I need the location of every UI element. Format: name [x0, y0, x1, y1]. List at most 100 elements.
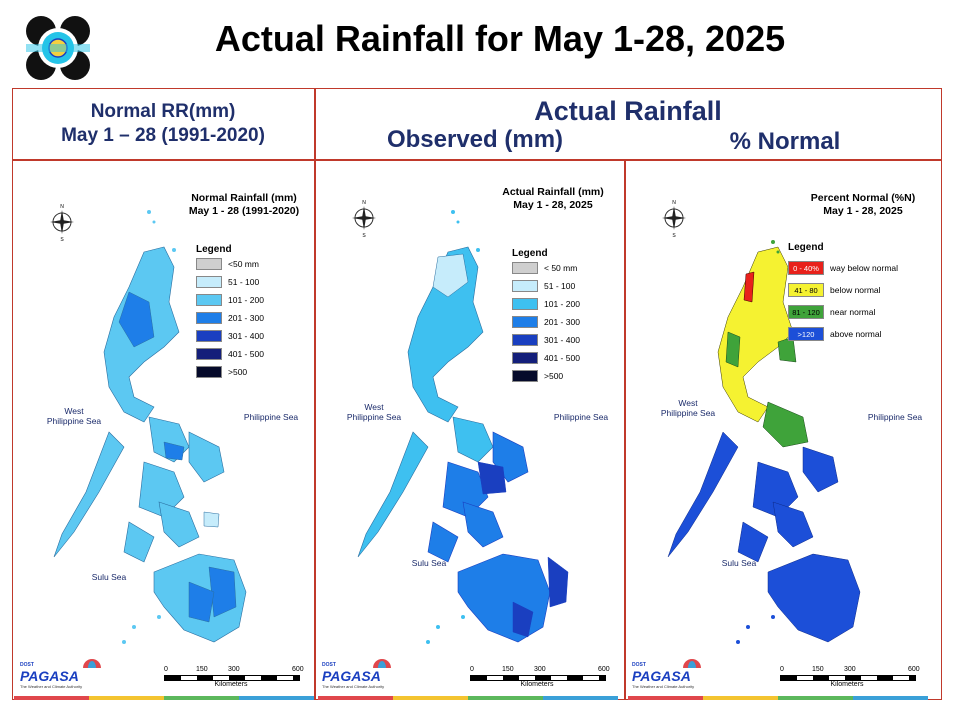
pagasa-footer-logo: DOST PAGASA The Weather and Climate Auth… — [632, 662, 712, 696]
strip-segment — [853, 696, 928, 700]
sea-label-line2: Philippine Sea — [660, 408, 716, 418]
svg-text:N: N — [60, 204, 64, 210]
strip-segment — [239, 696, 314, 700]
strip-segment — [468, 696, 543, 700]
scale-tick: 0 — [164, 666, 168, 673]
strip-segment — [89, 696, 164, 700]
panel-normal: N S Normal Rainfall (mm) May 1 - 28 (199… — [14, 162, 319, 700]
legend-label: 201 - 300 — [544, 317, 580, 327]
dost-label: DOST — [20, 662, 34, 668]
scale-tick: 600 — [598, 666, 610, 673]
normal-map-title-line2: May 1 - 28 (1991-2020) — [188, 205, 300, 217]
normal-rainfall-map — [53, 210, 247, 644]
legend-item: 51 - 100 — [196, 273, 264, 291]
dost-label: DOST — [322, 662, 336, 668]
legend-item: 201 - 300 — [196, 309, 264, 327]
svg-text:N: N — [672, 200, 676, 206]
footer-color-strip — [628, 696, 928, 700]
normal-map-title-line1: Normal Rainfall (mm) — [191, 192, 297, 204]
strip-segment — [393, 696, 468, 700]
legend-swatch — [512, 262, 538, 274]
normal-header: Normal RR(mm) May 1 – 28 (1991-2020) — [14, 100, 312, 148]
sea-label-line2: Philippine Sea — [46, 416, 102, 426]
divider-1 — [314, 88, 316, 700]
west-philippine-sea-label: West Philippine Sea — [344, 402, 404, 422]
scale-tick: 300 — [228, 666, 240, 673]
legend-swatch — [196, 366, 222, 378]
scale-tick: 600 — [292, 666, 304, 673]
normal-header-line2: May 1 – 28 (1991-2020) — [61, 125, 265, 146]
pagasa-wordmark: PAGASA — [20, 668, 79, 684]
compass-rose-icon: N S — [662, 200, 686, 238]
legend-item: 301 - 400 — [512, 331, 580, 349]
legend-title: Legend — [788, 242, 824, 253]
legend-swatch — [512, 370, 538, 382]
legend-label: 401 - 500 — [544, 353, 580, 363]
pagasa-footer-logo: DOST PAGASA The Weather and Climate Auth… — [20, 662, 100, 696]
svg-text:N: N — [362, 200, 366, 206]
legend-item: 0 - 40% way below normal — [788, 257, 898, 279]
legend-item: 201 - 300 — [512, 313, 580, 331]
legend-label: 301 - 400 — [228, 331, 264, 341]
footer-color-strip — [14, 696, 314, 700]
legend-label: 51 - 100 — [228, 277, 260, 287]
legend-label: 51 - 100 — [544, 281, 576, 291]
actual-legend: Legend < 50 mm 51 - 100 101 - 200 201 - 300… — [512, 248, 580, 385]
scale-tick: 150 — [502, 666, 514, 673]
scale-bar-3: 0 150 300 600 Kilometers — [780, 666, 930, 688]
legend-item: >500 — [196, 363, 264, 381]
legend-swatch: 41 - 80 — [788, 283, 824, 297]
legend-swatch — [512, 334, 538, 346]
legend-swatch — [196, 294, 222, 306]
legend-label: < 50 mm — [544, 263, 578, 273]
panel-actual: N S Actual Rainfall (mm) May 1 - 28, 202… — [318, 162, 623, 700]
actual-rainfall-map — [357, 210, 569, 644]
legend-label: 201 - 300 — [228, 313, 264, 323]
legend-label: >500 — [544, 371, 564, 381]
legend-item: 301 - 400 — [196, 327, 264, 345]
pagasa-tagline: The Weather and Climate Authority — [632, 684, 695, 689]
legend-label: above normal — [830, 329, 882, 339]
legend-swatch — [512, 352, 538, 364]
legend-item: < 50 mm — [512, 259, 580, 277]
legend-swatch — [196, 276, 222, 288]
strip-segment — [14, 696, 89, 700]
sulu-sea-label: Sulu Sea — [411, 558, 447, 568]
legend-label: 301 - 400 — [544, 335, 580, 345]
percent-map-title: Percent Normal (%N) May 1 - 28, 2025 — [798, 192, 928, 218]
legend-item: 51 - 100 — [512, 277, 580, 295]
normal-header-line1: Normal RR(mm) — [90, 101, 236, 122]
sulu-sea-label: Sulu Sea — [721, 558, 757, 568]
actual-map-title: Actual Rainfall (mm) May 1 - 28, 2025 — [488, 186, 618, 212]
legend-item: 401 - 500 — [512, 349, 580, 367]
normal-legend: Legend <50 mm 51 - 100 101 - 200 201 - 300 3… — [196, 244, 264, 381]
west-philippine-sea-label: West Philippine Sea — [44, 406, 104, 426]
umbrella-icon — [683, 659, 701, 668]
actual-map-title-line2: May 1 - 28, 2025 — [513, 199, 593, 211]
actual-header-title: Actual Rainfall — [534, 96, 722, 126]
scale-tick: 300 — [534, 666, 546, 673]
pagasa-footer-logo: DOST PAGASA The Weather and Climate Auth… — [322, 662, 402, 696]
page-title: Actual Rainfall for May 1-28, 2025 — [214, 18, 786, 59]
percent-map-title-line2: May 1 - 28, 2025 — [823, 205, 903, 217]
legend-title: Legend — [512, 248, 548, 259]
umbrella-icon — [83, 659, 101, 668]
percent-legend: Legend 0 - 40% way below normal 41 - 80 bel… — [788, 242, 898, 345]
scale-tick: 150 — [812, 666, 824, 673]
pagasa-tagline: The Weather and Climate Authority — [322, 684, 385, 689]
legend-swatch — [196, 330, 222, 342]
legend-swatch: 0 - 40% — [788, 261, 824, 275]
legend-label: >500 — [228, 367, 248, 377]
pagasa-wordmark: PAGASA — [632, 668, 691, 684]
sea-label-line1: West — [64, 406, 84, 416]
normal-map-title: Normal Rainfall (mm) May 1 - 28 (1991-20… — [174, 192, 314, 218]
legend-item: <50 mm — [196, 255, 264, 273]
scale-bar-2: 0 150 300 600 Kilometers — [470, 666, 620, 688]
strip-segment — [164, 696, 239, 700]
legend-item: 101 - 200 — [512, 295, 580, 313]
actual-map-title-line1: Actual Rainfall (mm) — [502, 186, 604, 198]
legend-swatch: 81 - 120 — [788, 305, 824, 319]
scale-unit: Kilometers — [830, 681, 864, 688]
scale-bar-1: 0 150 300 600 Kilometers — [164, 666, 314, 688]
pagasa-tagline: The Weather and Climate Authority — [20, 684, 83, 689]
